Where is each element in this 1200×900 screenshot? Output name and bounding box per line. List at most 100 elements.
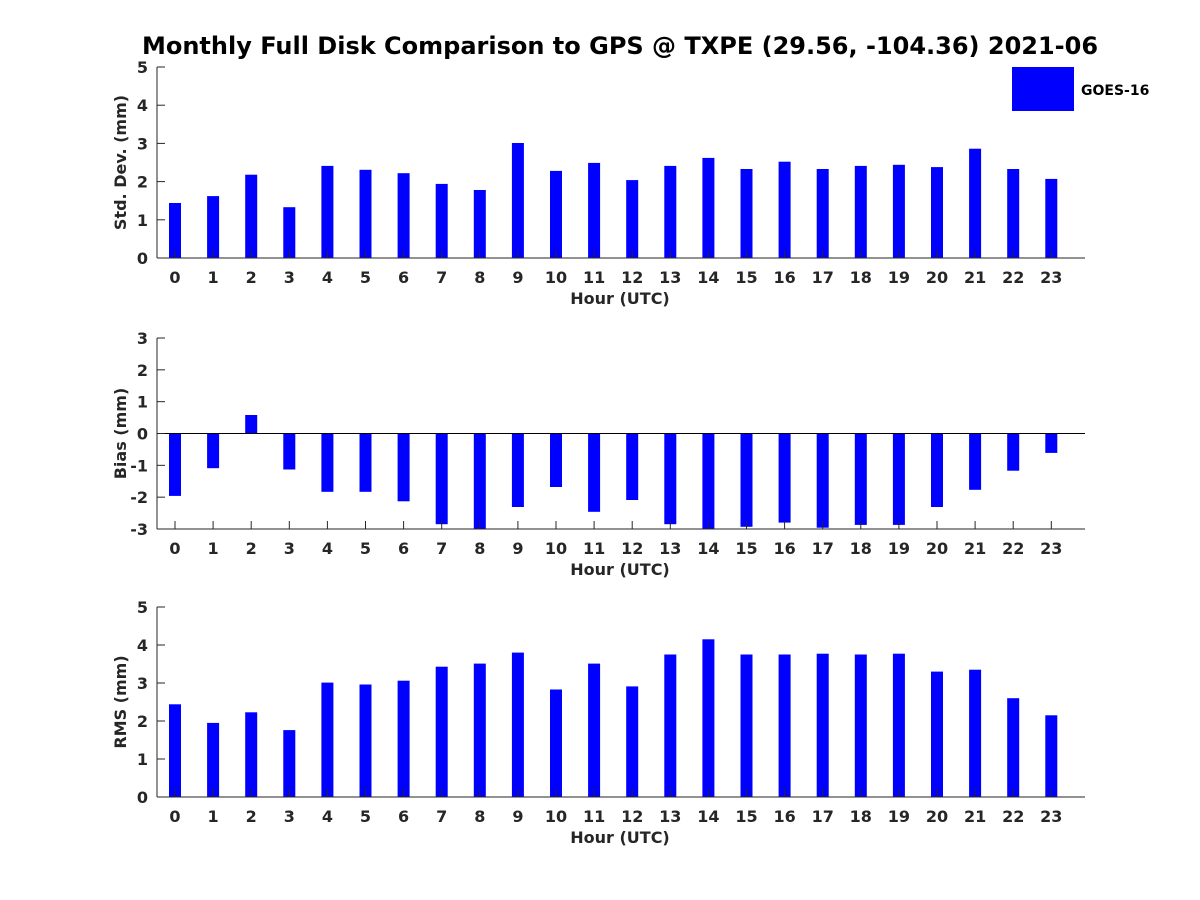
rms-x-tick-label: 1 [208,807,219,826]
std-dev-y-axis-label: Std. Dev. (mm) [111,95,130,230]
bias-x-tick-label: 22 [1002,539,1024,558]
rms-y-tick-label: 5 [137,598,148,617]
bias-x-tick-label: 15 [735,539,757,558]
bias-x-axis-label: Hour (UTC) [570,560,670,579]
rms-bar [1007,698,1020,797]
rms-bar [435,666,448,797]
bias-bar [359,433,372,492]
std-dev-x-tick-label: 9 [512,268,523,287]
rms-y-tick-label: 4 [137,636,148,655]
chart-title: Monthly Full Disk Comparison to GPS @ TX… [142,32,1098,60]
rms-bar [816,653,829,797]
rms-bar [550,689,562,797]
rms-x-tick-label: 18 [850,807,872,826]
bias-bar [245,415,258,434]
bias-x-tick-label: 17 [812,539,834,558]
rms-x-tick-label: 2 [246,807,257,826]
bias-y-tick-label: -2 [130,488,148,507]
bias-bar [321,433,334,492]
rms-bar [473,663,486,797]
rms-x-tick-label: 22 [1002,807,1024,826]
rms-bar [892,653,905,797]
rms-bar [245,712,258,797]
std-dev-y-tick-label: 5 [137,58,148,77]
rms-y-tick-label: 3 [137,674,148,693]
bias-bar [207,433,220,469]
rms-x-tick-label: 5 [360,807,371,826]
std-dev-bar [969,148,982,258]
rms-x-tick-label: 11 [583,807,605,826]
std-dev-x-tick-label: 18 [850,268,872,287]
bias-y-tick-label: -1 [130,456,148,475]
bias-bar [740,433,753,527]
rms-bar [664,654,677,797]
std-dev-x-tick-label: 15 [735,268,757,287]
bias-x-tick-label: 0 [169,539,180,558]
rms-x-tick-label: 14 [697,807,719,826]
bias-bar [702,433,715,529]
rms-x-tick-label: 10 [545,807,567,826]
std-dev-bar [435,183,448,258]
bias-x-tick-label: 11 [583,539,605,558]
bias-x-tick-label: 3 [284,539,295,558]
legend: GOES-16 [1012,67,1149,111]
rms-bar [740,654,753,797]
bias-x-tick-label: 7 [436,539,447,558]
std-dev-x-tick-label: 7 [436,268,447,287]
bias-bar [588,433,601,512]
std-dev-y-tick-label: 0 [137,249,148,268]
rms-bar [931,671,943,797]
bias-y-tick-label: 3 [137,329,148,348]
std-dev-x-tick-label: 17 [812,268,834,287]
rms-x-tick-label: 4 [322,807,333,826]
bias-x-tick-label: 1 [208,539,219,558]
std-dev-y-tick-label: 1 [137,211,148,230]
bias-bar [626,433,639,500]
std-dev-bar [550,170,562,258]
rms-x-axis-label: Hour (UTC) [570,828,670,847]
bias-y-tick-label: 0 [137,425,148,444]
bias-bar [283,433,296,470]
legend-label: GOES-16 [1081,83,1149,99]
rms-x-tick-label: 15 [735,807,757,826]
bias-x-tick-label: 5 [360,539,371,558]
rms-x-tick-label: 8 [474,807,485,826]
std-dev-bar [207,196,220,258]
std-dev-x-tick-label: 3 [284,268,295,287]
rms-x-tick-label: 20 [926,807,948,826]
bias-x-tick-label: 2 [246,539,257,558]
bias-x-tick-label: 14 [697,539,719,558]
std-dev-bar [778,161,791,258]
bias-bar [854,433,867,525]
std-dev-bar [892,164,905,258]
std-dev-y-tick-label: 2 [137,173,148,192]
rms-x-tick-label: 17 [812,807,834,826]
bias-bar [1007,433,1020,471]
std-dev-bar [931,167,943,258]
rms-x-tick-label: 16 [773,807,795,826]
rms-bar [283,730,296,797]
bias-x-tick-label: 12 [621,539,643,558]
std-dev-x-tick-label: 2 [246,268,257,287]
rms-bar [169,704,181,797]
std-dev-bar [664,165,677,258]
std-dev-x-tick-label: 8 [474,268,485,287]
rms-x-tick-label: 13 [659,807,681,826]
std-dev-x-tick-label: 20 [926,268,948,287]
bias-bar [435,433,448,525]
std-dev-y-tick-label: 3 [137,134,148,153]
rms-x-tick-label: 3 [284,807,295,826]
std-dev-bar [245,174,258,258]
bias-x-tick-label: 18 [850,539,872,558]
rms-x-tick-label: 0 [169,807,180,826]
rms-bar [854,654,867,797]
std-dev-bar [626,180,639,258]
std-dev-bar [1007,169,1020,258]
rms-y-tick-label: 1 [137,750,148,769]
rms-bar [1045,715,1058,797]
bias-bar [169,433,181,496]
std-dev-x-tick-label: 16 [773,268,795,287]
bias-y-tick-label: 1 [137,393,148,412]
std-dev-x-axis-label: Hour (UTC) [570,289,670,308]
